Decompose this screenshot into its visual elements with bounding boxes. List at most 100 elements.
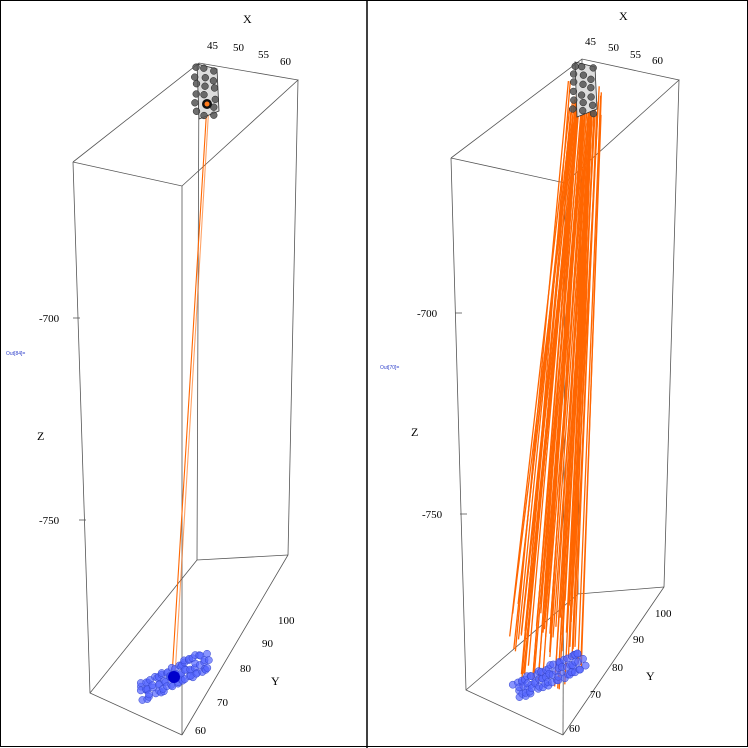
source-point [579,80,587,88]
x-tick-label: 50 [608,42,620,54]
ray [549,107,587,634]
ray [529,97,578,602]
source-point [587,93,595,101]
ray [171,103,208,677]
x-tick-label: 60 [652,55,664,67]
y-tick-label: 100 [655,608,672,620]
target-point [581,661,590,670]
bounding-box-left [72,62,299,736]
ray [577,95,602,665]
box-edge [72,161,183,736]
source-point [577,91,586,99]
plot-panel-left: X 45 50 55 60 Z -700 -750 Y 60 70 80 90 … [6,12,299,737]
source-point [209,77,218,85]
y-tick-label: 90 [262,638,274,650]
y-axis-label: Y [646,669,655,683]
output-cell-label: Out[70]= [380,365,399,371]
source-point [191,73,199,81]
source-point [200,64,208,72]
y-tick-label: 70 [590,689,602,701]
source-point [200,111,208,120]
y-axis-label: Y [271,674,280,688]
source-point [210,67,218,75]
source-point [192,80,201,88]
x-tick-label: 45 [585,36,597,48]
x-tick-label: 45 [207,40,219,52]
output-cell-label: Out[84]= [6,351,25,357]
x-tick-label: 60 [280,56,292,68]
z-tick-label: -750 [422,509,443,521]
box-edge [72,62,299,187]
ray [540,119,584,605]
source-point [211,95,219,104]
source-point [570,78,578,86]
x-axis-label: X [619,9,628,23]
ray [545,81,587,612]
ray [568,109,596,606]
ray [517,112,572,640]
x-tick-label: 50 [233,42,245,54]
ray [564,91,594,601]
ray [174,103,210,677]
source-point [571,62,579,70]
x-tick-label: 55 [630,49,642,61]
y-tick-label: 70 [217,697,229,709]
source-point [578,63,586,71]
y-tick-label: 100 [278,615,295,627]
source-points-left [191,63,220,120]
ray [520,87,578,635]
ray [527,89,581,632]
x-tick-label: 55 [258,49,270,61]
target-points-right [508,649,590,701]
y-tick-label: 60 [195,725,207,737]
source-point [201,74,209,82]
source-point [589,64,597,72]
source-point [192,107,201,115]
z-axis-label: Z [37,429,44,443]
box-edge [89,559,198,694]
ray [572,101,599,650]
target-point [148,681,157,690]
source-point [587,75,595,83]
z-axis-label: Z [411,425,418,439]
target-point [576,665,584,674]
source-point [570,96,578,104]
target-point [203,664,212,672]
target-point [579,654,587,663]
source-point [191,99,199,107]
z-tick-label: -750 [39,515,60,527]
highlight-target-point [168,671,180,683]
ray [554,98,590,687]
x-axis-label: X [243,12,252,26]
ray [560,93,593,635]
y-tick-label: 80 [240,663,252,675]
y-tick-label: 80 [612,662,624,674]
target-point [145,690,153,699]
source-points-right [569,61,598,118]
y-tick-label: 90 [633,634,645,646]
source-point [589,109,598,118]
source-point [588,101,597,109]
source-point [569,105,577,113]
source-point [210,111,218,119]
source-point [569,87,578,96]
source-point [579,98,587,107]
source-point [579,106,587,115]
source-point [579,71,588,79]
target-point [573,649,582,658]
ray [580,92,602,670]
source-point [200,91,208,99]
source-point [569,70,578,78]
target-point [554,672,563,681]
plot-panel-right: X 45 50 55 60 Z -700 -750 Y 60 70 80 90 … [380,9,680,736]
ray [509,107,571,637]
z-tick-label: -700 [417,308,438,320]
source-point [192,63,200,71]
ray [524,103,575,631]
source-point [587,84,595,92]
y-tick-label: 60 [569,723,581,735]
target-point [204,656,213,664]
box-edge [196,62,289,561]
ray-bundle [509,79,602,690]
